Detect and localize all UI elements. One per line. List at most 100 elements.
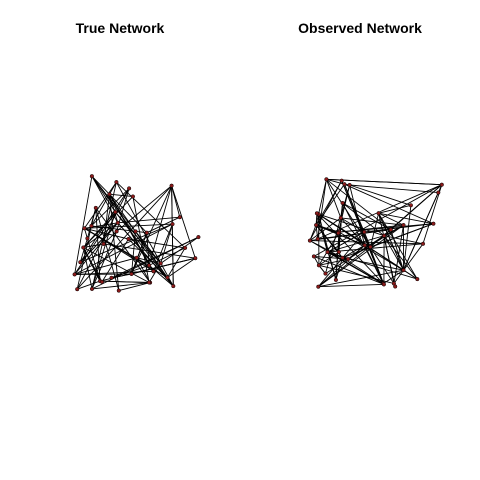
network-node (183, 245, 188, 250)
network-edge (84, 181, 117, 229)
network-edge (95, 207, 151, 283)
network-edge (327, 231, 365, 253)
network-node (325, 250, 330, 255)
network-node (193, 256, 198, 261)
network-node (101, 241, 106, 246)
network-edge (131, 257, 196, 275)
network-node (393, 284, 398, 289)
network-node (333, 277, 338, 282)
network-node (109, 275, 114, 280)
network-edge (171, 185, 196, 259)
network-node (147, 280, 152, 285)
network-node (339, 178, 344, 183)
network-edge (316, 212, 384, 284)
network-edge (342, 202, 385, 237)
network-node (144, 230, 149, 235)
network-edge (82, 247, 101, 282)
edges (74, 175, 199, 292)
network-node (75, 287, 80, 292)
network-edge (83, 247, 150, 283)
edges (309, 178, 443, 288)
panel-title: Observed Network (298, 20, 422, 36)
network-edge (109, 194, 119, 223)
network-edge (315, 225, 319, 239)
network-node (82, 226, 87, 231)
network-edge (318, 244, 365, 288)
network-edge (315, 180, 343, 226)
network-node (431, 221, 436, 226)
network-edge (340, 217, 404, 226)
network-edge (363, 231, 385, 285)
network-node (196, 235, 201, 240)
network-edge (91, 175, 168, 278)
network-node (316, 263, 321, 268)
network-edge (340, 217, 366, 246)
network-edge (344, 183, 434, 225)
network-node (415, 277, 420, 282)
network-edge (349, 184, 439, 194)
network-edge (91, 181, 117, 227)
network-node (436, 190, 441, 195)
network-edge (83, 243, 104, 248)
network-edge (117, 216, 180, 224)
network-edge (148, 185, 173, 266)
network-node (130, 194, 135, 199)
network-edge (91, 175, 119, 224)
network-node (134, 255, 139, 260)
network-node (340, 255, 345, 260)
network-node (170, 222, 175, 227)
network-node (439, 182, 444, 187)
network-graph-observed (307, 177, 444, 289)
network-edge (171, 185, 174, 287)
network-node (171, 284, 176, 289)
network-edge (342, 202, 392, 231)
network-node (113, 209, 118, 215)
network-node (93, 205, 98, 210)
network-edge (74, 257, 137, 275)
network-edge (378, 213, 404, 271)
network-node (129, 271, 134, 277)
network-edge (378, 204, 412, 214)
network-node (126, 236, 131, 242)
network-node (169, 183, 174, 188)
network-edge (77, 280, 101, 290)
network-edge (90, 207, 97, 227)
network-edge (335, 257, 343, 281)
network-edge (327, 235, 385, 253)
network-edge (338, 202, 344, 253)
network-node (362, 243, 367, 248)
network-edge (325, 179, 342, 219)
network-edge (74, 222, 119, 275)
network-node (133, 229, 138, 234)
network-edge (83, 222, 119, 248)
network-node (342, 182, 347, 187)
network-node (314, 223, 319, 228)
network-edge (76, 185, 172, 290)
network-node (388, 227, 393, 232)
network-edge (167, 257, 196, 278)
network-node (311, 254, 316, 259)
network-node (78, 260, 83, 265)
network-edge (109, 193, 154, 272)
network-node (81, 245, 86, 250)
network-node (127, 186, 132, 191)
network-node (89, 286, 95, 291)
network-edge (349, 184, 412, 206)
network-node (114, 229, 119, 234)
network-node (401, 268, 406, 273)
panel-observed-network: Observed Network (240, 0, 480, 480)
network-node (314, 211, 319, 216)
network-edge (74, 176, 93, 275)
network-edge (403, 192, 439, 271)
network-edge (103, 231, 117, 245)
network-node (99, 279, 105, 284)
network-edge (131, 232, 148, 275)
network-edge (313, 184, 443, 257)
network-edge (318, 264, 395, 284)
network-node (114, 180, 119, 185)
network-node (408, 203, 413, 208)
network-edge (349, 184, 366, 246)
network-edge (378, 212, 418, 280)
network-node (381, 282, 386, 287)
network-node (376, 211, 381, 216)
